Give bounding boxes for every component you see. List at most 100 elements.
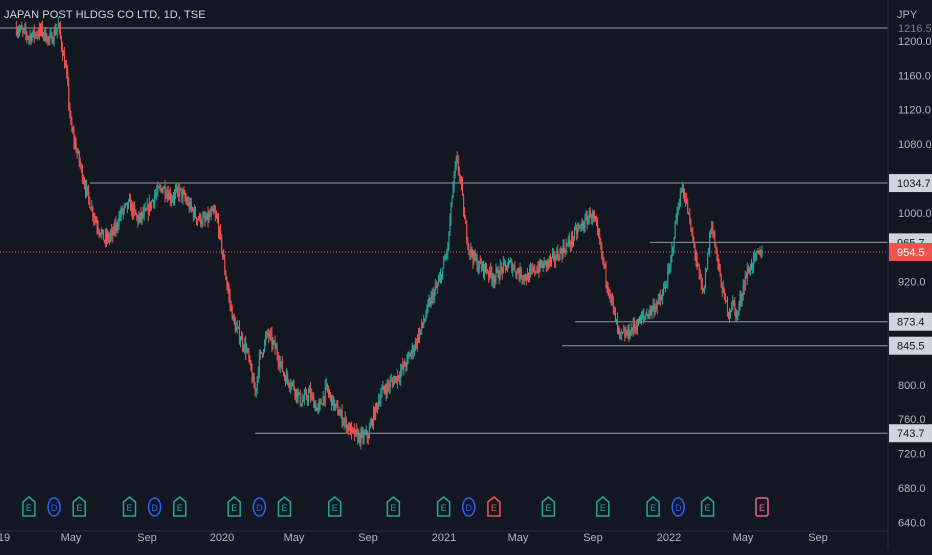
candle-body (642, 315, 644, 318)
earnings-marker[interactable]: E (700, 496, 715, 517)
candle-body (432, 293, 434, 300)
candle-body (138, 217, 140, 223)
dividend-marker[interactable]: D (671, 497, 685, 517)
earnings-marker[interactable]: E (22, 496, 36, 517)
candle-body (563, 245, 565, 251)
x-tick-label: 2021 (432, 532, 456, 544)
candle-body (286, 374, 288, 384)
candle-body (87, 186, 89, 191)
earnings-marker[interactable]: E (122, 496, 137, 517)
event-label: E (177, 503, 183, 513)
candle-body (352, 427, 354, 429)
candle-body (169, 193, 171, 201)
candle-body (257, 373, 259, 378)
candle-body (31, 35, 33, 41)
candle-body (89, 197, 91, 208)
dividend-marker[interactable]: D (47, 497, 61, 517)
candle-body (422, 322, 424, 325)
earnings-marker[interactable]: E (487, 496, 501, 517)
candle-body (744, 275, 746, 288)
candle-body (53, 30, 55, 42)
candle-body (612, 301, 614, 307)
candle-body (33, 29, 35, 36)
candle-body (626, 332, 628, 335)
earnings-marker[interactable]: E (72, 496, 86, 517)
earnings-marker[interactable]: E (277, 496, 292, 517)
candle-body (361, 432, 363, 434)
candle-body (674, 221, 676, 239)
candle-body (331, 395, 333, 406)
candle-body (81, 166, 83, 180)
candle-body (72, 129, 74, 133)
earnings-marker[interactable]: E (327, 496, 342, 517)
candle-body (222, 250, 224, 256)
candle-body (261, 351, 263, 354)
candle-body (77, 151, 79, 153)
earnings-marker[interactable]: E (541, 496, 556, 517)
earnings-marker[interactable]: E (227, 496, 241, 517)
candle-body (66, 66, 68, 71)
candle-body (724, 293, 726, 302)
candle-body (359, 434, 361, 444)
candle-body (270, 333, 272, 335)
candle-body (728, 313, 730, 317)
candle-body (321, 404, 323, 406)
x-tick-label: May (508, 532, 529, 544)
candle-body (536, 271, 538, 273)
earnings-marker[interactable]: E (436, 496, 451, 517)
candle-body (291, 383, 293, 387)
candle-body (101, 229, 103, 232)
candle-body (243, 346, 245, 349)
candle-body (365, 430, 367, 434)
candle-body (448, 234, 450, 244)
candle-body (720, 275, 722, 288)
candle-body (174, 192, 176, 199)
earnings-icon (541, 496, 556, 517)
candle-body (330, 394, 332, 396)
candle-body (452, 186, 454, 198)
dividend-marker[interactable]: D (147, 497, 162, 517)
candle-body (741, 296, 743, 301)
candle-body (483, 262, 485, 274)
earnings-marker[interactable]: E (755, 497, 769, 517)
candle-body (742, 286, 744, 297)
candle-body (715, 244, 717, 251)
candle-body (132, 204, 134, 215)
candle-body (635, 326, 637, 330)
candle-body (596, 221, 598, 225)
candle-body (582, 224, 584, 229)
candle-body (414, 341, 416, 349)
candle-body (49, 36, 51, 39)
event-label: D (466, 503, 473, 513)
candle-body (450, 202, 452, 220)
candle-body (745, 275, 747, 278)
earnings-marker[interactable]: E (596, 496, 610, 517)
candle-body (179, 187, 181, 197)
dividend-marker[interactable]: D (252, 497, 267, 517)
event-label: D (675, 503, 682, 513)
candle-body (339, 413, 341, 416)
earnings-marker[interactable]: E (646, 496, 660, 517)
earnings-icon (386, 496, 401, 517)
candle-body (692, 233, 694, 240)
candle-body (215, 214, 217, 218)
candle-body (604, 265, 606, 267)
candle-body (69, 104, 71, 116)
candle-body (295, 389, 297, 396)
candle-body (586, 217, 588, 225)
earnings-marker[interactable]: E (386, 496, 401, 517)
dividend-marker[interactable]: D (462, 497, 476, 517)
candle-body (300, 403, 302, 406)
candle-body (163, 186, 165, 189)
candle-body (532, 268, 534, 271)
earnings-marker[interactable]: E (172, 496, 187, 517)
candle-body (662, 293, 664, 300)
candle-body (20, 27, 22, 30)
candle-body (611, 294, 613, 302)
candle-body (494, 277, 496, 283)
x-tick-label: Sep (137, 532, 157, 544)
candle-body (57, 23, 59, 28)
event-label: D (256, 503, 263, 513)
